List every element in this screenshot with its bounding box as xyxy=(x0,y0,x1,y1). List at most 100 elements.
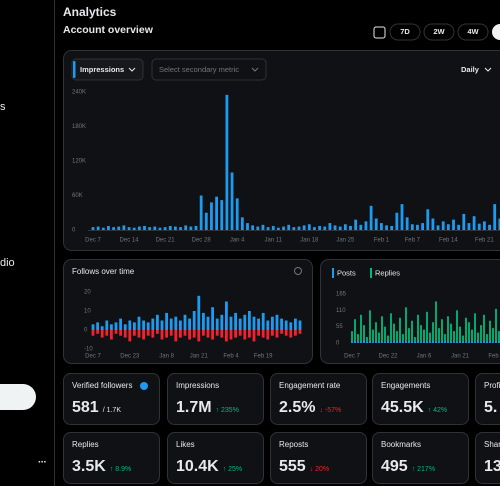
bar xyxy=(369,310,371,343)
range-button[interactable] xyxy=(457,23,489,41)
bar xyxy=(230,172,234,230)
bar xyxy=(456,310,458,343)
bar xyxy=(240,217,244,230)
bar xyxy=(381,316,383,343)
nav-item[interactable]: dio xyxy=(0,257,15,269)
bar xyxy=(444,334,446,343)
stat-value: 495 xyxy=(381,458,408,475)
bar xyxy=(380,223,383,230)
range-label[interactable]: 4W xyxy=(467,27,479,36)
bar xyxy=(465,317,467,343)
x-tick-label: Jan 4 xyxy=(230,238,245,244)
bar xyxy=(488,224,491,230)
bar xyxy=(112,227,115,230)
stat-label: Profi xyxy=(484,381,500,390)
secondary-label[interactable]: Select secondary metric xyxy=(159,65,239,74)
bar xyxy=(498,341,500,343)
bar xyxy=(426,341,428,343)
bar xyxy=(261,330,265,338)
more-button[interactable]: ... xyxy=(38,455,47,466)
interval-select[interactable]: Daily xyxy=(461,65,480,74)
x-tick-label: Jan 18 xyxy=(300,238,319,244)
bar xyxy=(402,334,404,343)
bar xyxy=(133,322,136,330)
bar xyxy=(432,322,434,343)
stat-change: ↑ 42% xyxy=(428,407,447,414)
bar xyxy=(165,330,168,338)
range-label[interactable]: 7D xyxy=(400,27,410,36)
bar xyxy=(284,320,288,330)
bar xyxy=(199,195,203,230)
bar xyxy=(165,312,168,330)
bar xyxy=(420,342,422,343)
bar xyxy=(472,216,476,230)
bar xyxy=(474,313,476,343)
stat-value: 5. xyxy=(484,399,497,416)
stat-label: Engagements xyxy=(381,381,430,390)
x-tick-label: Feb 1 xyxy=(374,238,390,244)
bar xyxy=(206,316,210,330)
bar xyxy=(206,330,210,338)
bar xyxy=(284,330,288,336)
metric-select[interactable] xyxy=(71,58,144,81)
calendar-icon[interactable] xyxy=(373,26,386,39)
bar xyxy=(101,227,105,230)
range-button[interactable] xyxy=(423,23,455,41)
bar xyxy=(369,340,371,343)
bar xyxy=(343,224,347,230)
bar xyxy=(453,341,455,343)
bar xyxy=(105,330,109,336)
bar xyxy=(483,221,486,230)
bar xyxy=(483,314,485,343)
bar xyxy=(477,332,479,343)
bar xyxy=(436,225,440,230)
x-tick-label: Feb 5 xyxy=(488,354,500,360)
main-chart-panel xyxy=(63,50,500,251)
range-button-active[interactable] xyxy=(492,24,500,40)
stat-label: Likes xyxy=(176,440,195,449)
bar xyxy=(169,330,173,336)
bar xyxy=(163,227,167,230)
bar xyxy=(381,341,383,343)
x-tick-label: Jan 6 xyxy=(417,354,432,360)
bar xyxy=(234,330,237,338)
y-tick-label: 10 xyxy=(84,309,91,315)
bar xyxy=(179,330,182,338)
range-label[interactable]: 2W xyxy=(433,27,445,36)
bar xyxy=(202,312,205,330)
nav-item[interactable]: s xyxy=(0,101,6,113)
bar xyxy=(492,342,494,343)
bar xyxy=(459,340,461,343)
bar xyxy=(357,342,359,343)
bar xyxy=(229,330,233,340)
bar xyxy=(153,226,157,230)
metric-label[interactable]: Impressions xyxy=(80,65,124,74)
bar xyxy=(426,209,430,230)
range-button[interactable] xyxy=(389,23,421,41)
bar xyxy=(184,225,188,230)
bar xyxy=(489,340,491,343)
bar xyxy=(142,320,145,330)
bar xyxy=(405,217,409,230)
secondary-select[interactable] xyxy=(151,58,267,81)
bar xyxy=(390,341,392,343)
bar xyxy=(257,330,260,336)
info-icon[interactable] xyxy=(294,267,302,275)
verified-badge xyxy=(140,382,148,390)
bar xyxy=(395,212,399,230)
bar xyxy=(410,224,414,230)
bar xyxy=(146,322,150,330)
bar xyxy=(462,341,464,343)
bar xyxy=(192,311,196,330)
bar xyxy=(408,328,410,343)
bar xyxy=(211,307,214,330)
bar xyxy=(220,314,224,330)
y-tick-label: -10 xyxy=(84,347,93,353)
bar xyxy=(280,330,283,334)
bar xyxy=(128,320,132,330)
post-button[interactable] xyxy=(0,384,36,410)
chevron xyxy=(128,67,136,72)
bar xyxy=(408,340,410,343)
section-title: Account overview xyxy=(63,24,154,36)
bar xyxy=(384,326,386,343)
